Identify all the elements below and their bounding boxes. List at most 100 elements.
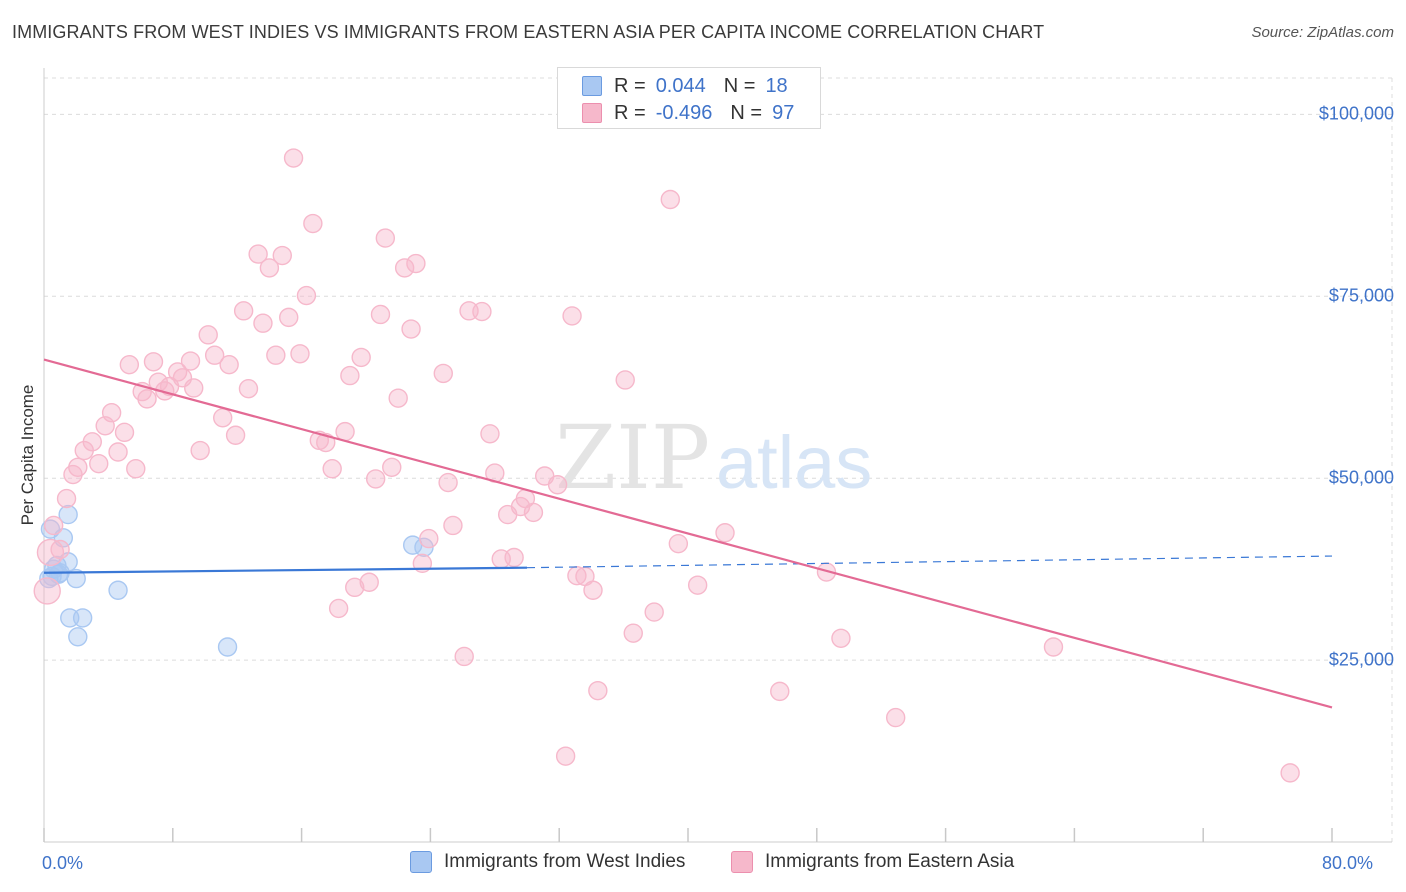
axes bbox=[43, 68, 1392, 843]
eastern-asia-point bbox=[370, 304, 391, 325]
eastern-asia-point bbox=[1280, 763, 1300, 783]
eastern-asia-point bbox=[345, 577, 365, 598]
stats-legend: R = 0.044 N = 18 R = -0.496 N = 97 bbox=[557, 67, 821, 129]
eastern-asia-point bbox=[101, 403, 122, 423]
r-label: R = bbox=[614, 101, 646, 124]
eastern-asia-point bbox=[351, 347, 371, 368]
eastern-asia-point bbox=[82, 432, 103, 452]
eastern-asia-point bbox=[290, 344, 310, 364]
west-indies-point bbox=[68, 627, 88, 647]
r-label: R = bbox=[614, 74, 646, 97]
west-indies-point bbox=[58, 504, 78, 525]
eastern-asia-point bbox=[303, 213, 323, 234]
eastern-asia-point bbox=[180, 351, 201, 371]
eastern-asia-point bbox=[401, 319, 421, 339]
eastern-asia-point bbox=[1043, 637, 1064, 657]
eastern-asia-point bbox=[375, 228, 396, 248]
eastern-asia-point bbox=[190, 440, 210, 461]
legend-label: Immigrants from West Indies bbox=[444, 851, 686, 872]
eastern-asia-point bbox=[283, 148, 304, 168]
eastern-asia-point bbox=[184, 378, 204, 398]
eastern-asia-point bbox=[555, 746, 576, 766]
eastern-asia-point bbox=[219, 354, 239, 375]
eastern-asia-point bbox=[266, 345, 286, 365]
eastern-asia-point bbox=[143, 352, 164, 372]
chart-source: Source: ZipAtlas.com bbox=[1251, 24, 1394, 41]
eastern-asia-point bbox=[233, 301, 254, 321]
series-legend: Immigrants from West Indies Immigrants f… bbox=[0, 851, 1406, 877]
eastern-asia-point bbox=[119, 354, 140, 375]
y-tick-label-100000: $100,000 bbox=[1318, 103, 1394, 124]
eastern-asia-point bbox=[660, 189, 680, 210]
eastern-asia-point bbox=[316, 432, 336, 453]
west-indies-point bbox=[217, 637, 238, 657]
y-tick-label-50000: $50,000 bbox=[1328, 467, 1394, 488]
eastern-asia-point bbox=[253, 313, 273, 333]
eastern-asia-legend-swatch bbox=[731, 851, 753, 873]
eastern-asia-point bbox=[114, 422, 135, 443]
eastern-asia-point bbox=[238, 378, 259, 399]
eastern-asia-point bbox=[56, 488, 77, 509]
eastern-asia-point bbox=[419, 528, 439, 549]
west-indies-trend-extension bbox=[526, 555, 1333, 569]
chart-title: IMMIGRANTS FROM WEST INDIES VS IMMIGRANT… bbox=[12, 22, 1045, 42]
west-indies-point bbox=[66, 568, 86, 589]
eastern-asia-point bbox=[340, 365, 360, 386]
n-label: N = bbox=[723, 74, 756, 97]
eastern-asia-point bbox=[225, 425, 246, 445]
eastern-asia-point bbox=[296, 285, 317, 306]
eastern-asia-point bbox=[359, 572, 379, 592]
stats-row-west-indies: R = 0.044 N = 18 bbox=[558, 72, 788, 100]
eastern-asia-point bbox=[279, 307, 299, 328]
eastern-asia-point bbox=[272, 245, 292, 266]
x-tick-label-min: 0.0% bbox=[42, 853, 84, 873]
eastern-asia-point bbox=[504, 547, 524, 568]
eastern-asia-point bbox=[36, 538, 65, 567]
eastern-asia-point bbox=[885, 707, 906, 728]
eastern-asia-point bbox=[443, 515, 463, 536]
eastern-asia-point bbox=[406, 253, 426, 274]
y-tick-label-75000: $75,000 bbox=[1328, 285, 1394, 306]
eastern-asia-point bbox=[588, 680, 608, 701]
eastern-asia-point bbox=[198, 325, 218, 345]
y-tick-label-25000: $25,000 bbox=[1328, 649, 1394, 670]
west-indies-swatch bbox=[582, 76, 602, 96]
n-value: 18 bbox=[765, 74, 788, 97]
eastern-asia-point bbox=[687, 575, 708, 595]
stats-row-eastern-asia: R = -0.496 N = 97 bbox=[558, 99, 794, 127]
eastern-asia-point bbox=[472, 301, 492, 322]
eastern-asia-point bbox=[89, 453, 109, 474]
x-tick-label-max: 80.0% bbox=[1322, 853, 1374, 873]
eastern-asia-point bbox=[615, 370, 635, 390]
eastern-asia-point bbox=[108, 442, 128, 462]
eastern-asia-point bbox=[715, 523, 735, 543]
n-label: N = bbox=[730, 101, 763, 124]
eastern-asia-point bbox=[668, 533, 689, 554]
eastern-asia-point bbox=[68, 457, 88, 477]
eastern-asia-point bbox=[137, 389, 157, 409]
eastern-asia-point bbox=[770, 681, 790, 702]
eastern-asia-point bbox=[562, 306, 582, 326]
eastern-asia-point bbox=[433, 363, 453, 384]
eastern-asia-point bbox=[248, 244, 268, 264]
legend-item-west-indies[interactable]: Immigrants from West Indies bbox=[410, 851, 685, 873]
eastern-asia-point bbox=[365, 469, 386, 489]
legend-item-eastern-asia[interactable]: Immigrants from Eastern Asia bbox=[731, 851, 1014, 873]
eastern-asia-point bbox=[388, 388, 408, 408]
eastern-asia-point bbox=[547, 475, 568, 495]
eastern-asia-trend-line bbox=[43, 358, 1333, 709]
west-indies-trend-line bbox=[43, 566, 528, 574]
r-value: 0.044 bbox=[655, 74, 706, 97]
watermark: ZIP atlas bbox=[555, 406, 872, 509]
west-indies-point bbox=[108, 580, 128, 600]
eastern-asia-point bbox=[382, 457, 402, 477]
eastern-asia-point bbox=[213, 408, 233, 428]
trend-lines bbox=[43, 358, 1333, 709]
eastern-asia-point bbox=[259, 258, 280, 278]
r-value: -0.496 bbox=[655, 101, 713, 124]
eastern-asia-point bbox=[50, 539, 70, 560]
watermark-atlas: atlas bbox=[716, 421, 872, 504]
eastern-asia-point bbox=[523, 502, 544, 523]
eastern-asia-point bbox=[623, 623, 643, 643]
